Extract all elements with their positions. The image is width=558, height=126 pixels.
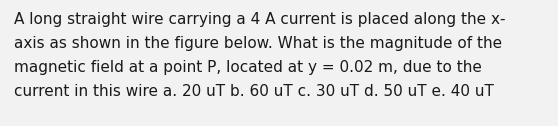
Text: current in this wire a. 20 uT b. 60 uT c. 30 uT d. 50 uT e. 40 uT: current in this wire a. 20 uT b. 60 uT c… [14,84,494,99]
Text: axis as shown in the figure below. What is the magnitude of the: axis as shown in the figure below. What … [14,36,502,51]
Text: A long straight wire carrying a 4 A current is placed along the x-: A long straight wire carrying a 4 A curr… [14,12,506,27]
Text: magnetic field at a point P, located at y = 0.02 m, due to the: magnetic field at a point P, located at … [14,60,482,75]
